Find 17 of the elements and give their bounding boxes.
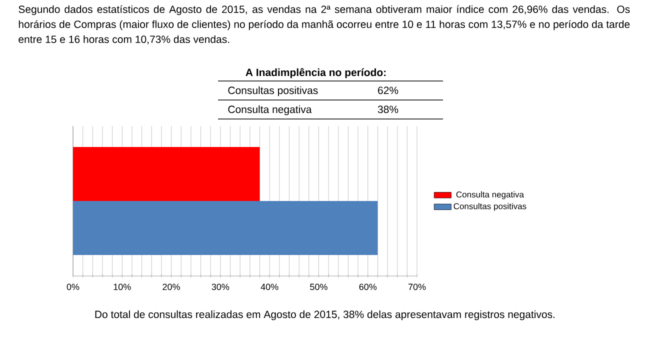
x-tick-label: 30% xyxy=(212,284,230,290)
text: Do total de consultas realizadas em Agosto de 2015, 38% delas apresentavam registros negativos. xyxy=(95,310,555,320)
text: A Inadimplência no período: xyxy=(246,68,386,78)
text: Consultas positivas xyxy=(228,86,318,96)
x-tick-label: 0% xyxy=(66,284,80,290)
x-tick-label: 60% xyxy=(359,284,377,290)
x-tick-label: 40% xyxy=(260,284,278,290)
x-tick-label: 10% xyxy=(114,284,131,290)
legend-label: Consulta negativa xyxy=(456,191,524,200)
text: 62% xyxy=(378,86,398,94)
text: Consulta negativa xyxy=(228,105,312,116)
x-tick-label: 50% xyxy=(310,284,328,290)
text: 38% xyxy=(378,106,398,114)
x-tick-label: 20% xyxy=(162,284,180,290)
x-tick-label: 70% xyxy=(408,284,426,290)
legend-label: Consultas positivas xyxy=(454,203,526,211)
text: Segundo dados estatísticos de Agosto de 2015, as vendas na 2ª semana obtiveram maior índice com 26,96% das vendas. Os horários de Compras (maior fluxo de clientes) no período da manhã ocorreu entre 10 e 11 horas com 13,57% e no período da tarde entre 15 e 16 horas com 10,73% das vendas. xyxy=(18,5,630,44)
